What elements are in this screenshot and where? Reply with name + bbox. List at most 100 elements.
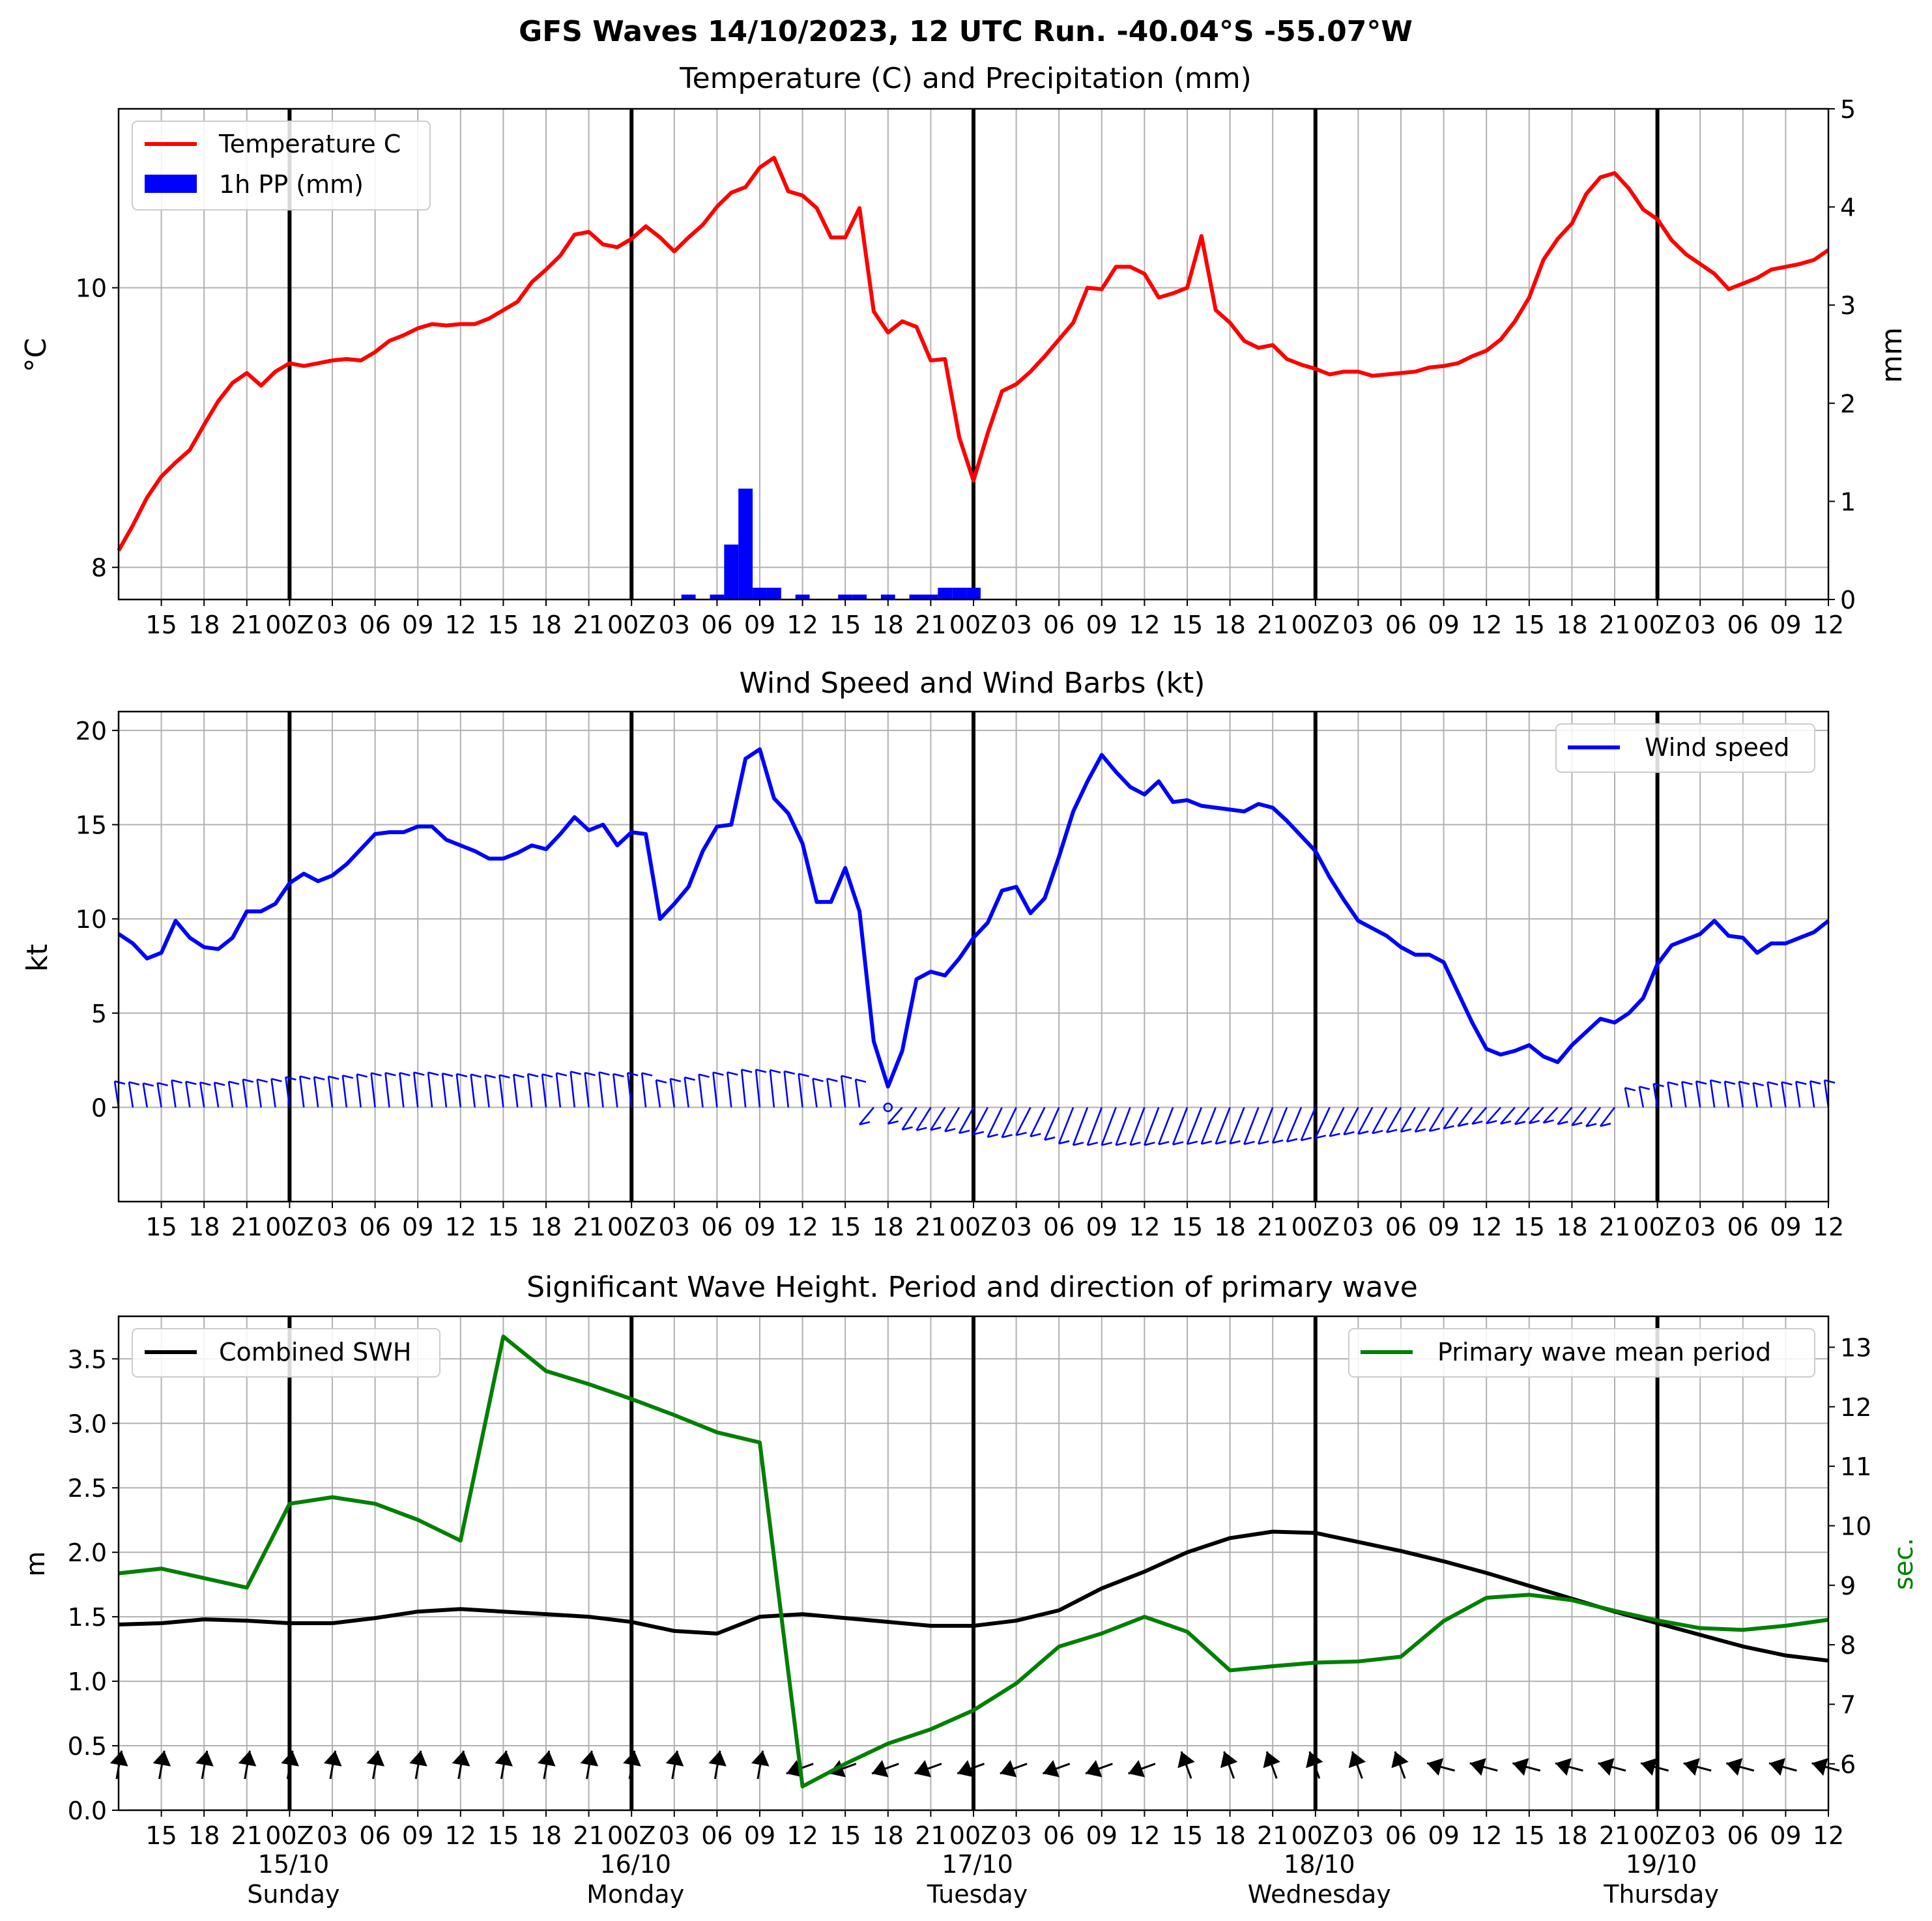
weekday-label: Tuesday [927,1880,1028,1909]
wind-barb-staff [341,1075,348,1108]
wind-barb-staff [128,1082,134,1108]
wind-barb-flag [313,1076,325,1080]
wind-barb-flag [1600,1122,1611,1127]
wind-barb-flag [1315,1134,1326,1139]
x-tick-label: 03 [317,1213,348,1241]
wind-barb-flag [1144,1142,1155,1146]
wind-barb-staff [1723,1081,1730,1108]
y-tick-label: 2.5 [68,1474,107,1503]
x-tick-label: 12 [1813,1213,1844,1241]
wind-barb-staff [1157,1106,1174,1145]
legend-wind-label: Wind speed [1645,733,1789,762]
x-tick-label: 06 [359,611,390,639]
wind-barb-flag [157,1082,168,1086]
precip-bar [724,544,739,599]
x-tick-label: 00Z [949,1213,998,1241]
wind-barb-staff [455,1073,462,1108]
wave-direction-arrowhead [452,1750,470,1767]
wind-barb-staff [185,1081,191,1108]
wind-barb-staff [1172,1106,1189,1145]
x-tick-label: 03 [659,1213,690,1241]
x-tick-label: 09 [1428,1213,1459,1241]
wind-barb-staff [1115,1106,1131,1146]
x-tick-label: 09 [1770,1213,1801,1241]
wind-barb-flag [1682,1080,1693,1086]
wind-barb-staff [285,1076,291,1108]
wind-barb-staff [1457,1106,1473,1127]
wind-barb-staff [1414,1106,1430,1133]
y2-tick-label: 13 [1840,1333,1871,1362]
wind-barb-flag [1753,1082,1764,1086]
precip-bar [952,587,967,599]
wind-barb-staff [1357,1106,1374,1134]
x-tick-label: 06 [1385,1821,1417,1850]
y-tick-label: 0.0 [68,1797,107,1825]
wave-direction-arrowhead [1348,1751,1366,1769]
y2-tick-label: 5 [1840,95,1856,124]
x-tick-label: 21 [573,611,604,639]
wind-barb-staff [1072,1106,1089,1146]
wave-direction-arrowhead [323,1750,342,1767]
x-tick-label: 21 [573,1213,604,1241]
wind-barb-flag [641,1072,653,1076]
wave-direction-arrowhead [409,1750,427,1767]
wind-barb-flag [959,1129,970,1134]
x-tick-label: 06 [701,1821,732,1850]
x-tick-label: 21 [915,1213,946,1241]
wind-barb-flag [713,1071,724,1076]
wind-barb-staff [1681,1081,1687,1108]
wind-barb-staff [826,1078,832,1108]
wind-barb-flag [1695,1080,1707,1085]
wind-barb-flag [1201,1140,1213,1145]
x-tick-label: 15 [145,1213,177,1241]
x-tick-label: 06 [1043,1213,1074,1241]
panel1-ylabel-right: mm [1875,327,1909,383]
wind-barb-flag [973,1131,985,1136]
wave-direction-arrowhead [1512,1758,1529,1776]
wind-barb-flag [613,1073,624,1078]
wind-barb-flag [1415,1128,1426,1133]
wind-barb-flag [499,1074,510,1078]
wind-barb-staff [270,1078,276,1108]
wind-barb-flag [1172,1141,1184,1146]
x-tick-label: 06 [359,1213,390,1241]
x-tick-label: 09 [744,611,775,639]
wind-barb-staff [1400,1106,1416,1133]
wind-barb-flag [916,1127,927,1131]
wind-barb-staff [1542,1106,1559,1124]
x-tick-label: 00Z [1291,1213,1340,1241]
y2-tick-label: 3 [1840,291,1856,320]
x-tick-label: 06 [1727,611,1759,639]
x-tick-label: 15 [1172,1821,1203,1850]
wind-barb-flag [1344,1131,1355,1136]
wind-barb-flag [1471,1120,1483,1125]
wind-barb-flag [1116,1142,1127,1146]
y-tick-label: 3.5 [68,1345,107,1374]
wave-direction-arrowhead [1306,1751,1323,1769]
wind-barb-staff [1243,1106,1260,1145]
wind-barb-flag [114,1080,126,1085]
x-tick-label: 15 [487,1821,519,1850]
wind-barb-flag [1372,1129,1383,1134]
x-tick-label: 15 [487,1213,519,1241]
wind-barb-flag [1272,1139,1284,1144]
x-tick-label: 00Z [949,1821,998,1850]
precip-bar [966,587,981,599]
x-tick-label: 12 [1813,1821,1844,1850]
y-tick-label: 10 [76,274,107,303]
weekday-label: Monday [586,1880,684,1909]
wind-barb-flag [1667,1081,1679,1086]
weekday-label: Wednesday [1248,1880,1391,1909]
legend-precip-swatch [145,175,197,193]
x-tick-label: 06 [701,1213,732,1241]
x-tick-label: 06 [359,1821,390,1850]
wind-barb-flag [1286,1138,1298,1143]
x-tick-label: 15 [829,1213,861,1241]
wind-barb-flag [670,1078,682,1082]
panel2-day-lines [287,712,1660,1202]
wind-barb-flag [186,1080,197,1086]
wind-barb-staff [541,1074,547,1108]
x-tick-label: 03 [1684,1213,1716,1241]
x-tick-label: 18 [1214,611,1245,639]
